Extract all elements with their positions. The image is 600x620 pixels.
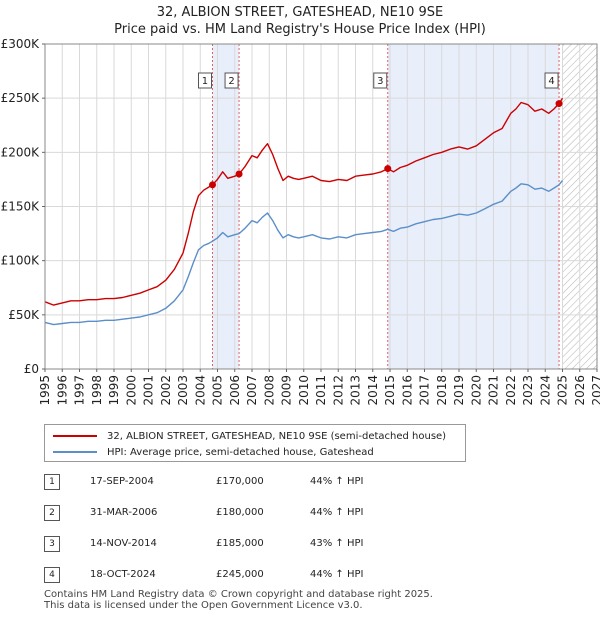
legend-item-property: 32, ALBION STREET, GATESHEAD, NE10 9SE (… [53,429,446,443]
sale-marker-box [373,72,388,89]
sale-hpi-change: 43% ↑ HPI [310,538,364,549]
sale-price: £245,000 [216,569,264,580]
y-tick-label: £150K [1,200,41,214]
x-tick-label: 1996 [55,375,69,406]
title-line-1: 32, ALBION STREET, GATESHEAD, NE10 9SE [156,5,444,20]
x-tick-label: 2014 [366,375,380,406]
sale-marker-box [224,72,239,89]
footer-line-1: Contains HM Land Registry data © Crown c… [44,589,433,600]
x-tick-label: 2022 [504,375,518,406]
footer-line-2: This data is licensed under the Open Gov… [44,600,363,611]
sale-hpi-change: 44% ↑ HPI [310,569,364,580]
x-tick-label: 2026 [573,375,587,406]
y-tick-label: £300K [1,37,41,51]
sale-price: £170,000 [216,476,264,487]
x-tick-label: 2011 [314,375,328,406]
x-tick-label: 2024 [538,375,552,406]
sale-point [208,181,216,189]
x-tick-label: 2013 [349,375,363,406]
legend: 32, ALBION STREET, GATESHEAD, NE10 9SE (… [44,424,466,462]
y-tick-label: £250K [1,91,41,105]
x-tick-label: 2005 [211,375,225,406]
legend-label-hpi: HPI: Average price, semi-detached house,… [107,446,374,458]
x-tick-label: 1995 [38,375,52,406]
sale-number-badge: 3 [44,536,60,552]
x-tick-label: 2021 [487,375,501,406]
sale-number-badge: 4 [44,567,60,583]
x-tick-label: 2027 [590,375,600,406]
x-tick-label: 2015 [383,375,397,406]
x-tick-label: 2004 [193,375,207,406]
sale-price: £180,000 [216,507,264,518]
sale-row: 3 14-NOV-2014 £185,000 43% ↑ HPI [44,536,404,554]
sale-date: 18-OCT-2024 [90,569,156,580]
sale-point [555,100,563,108]
sale-hpi-change: 44% ↑ HPI [310,507,364,518]
x-tick-label: 2017 [418,375,432,406]
x-tick-label: 2008 [262,375,276,406]
y-tick-label: £200K [1,145,41,159]
sale-row: 2 31-MAR-2006 £180,000 44% ↑ HPI [44,505,404,523]
x-tick-label: 2025 [556,375,570,406]
sale-price: £185,000 [216,538,264,549]
legend-swatch-hpi [53,451,97,453]
legend-item-hpi: HPI: Average price, semi-detached house,… [53,445,374,459]
sale-hpi-change: 44% ↑ HPI [310,476,364,487]
property-price-line [44,97,564,306]
x-tick-label: 2001 [142,375,156,406]
sale-marker-label: 3 [377,76,383,87]
y-tick-label: £50K [8,308,40,322]
x-tick-label: 2003 [176,375,190,406]
sale-marker-box [197,72,212,89]
sale-number-badge: 1 [44,474,60,490]
x-tick-label: 2016 [400,375,414,406]
chart-title: 32, ALBION STREET, GATESHEAD, NE10 9SE P… [0,4,600,38]
x-tick-label: 2018 [435,375,449,406]
hpi-line [44,180,564,326]
x-tick-label: 1999 [107,375,121,406]
x-tick-label: 2006 [228,375,242,406]
sale-point [235,170,243,178]
sale-marker-label: 4 [548,76,554,87]
legend-label-property: 32, ALBION STREET, GATESHEAD, NE10 9SE (… [107,430,447,442]
x-tick-label: 1998 [90,375,104,406]
title-line-2: Price paid vs. HM Land Registry's House … [114,22,486,37]
y-tick-label: £100K [1,254,41,268]
x-tick-label: 2010 [297,375,311,406]
sale-marker-label: 2 [228,76,234,87]
x-tick-label: 2012 [331,375,345,406]
y-tick-label: £0 [24,362,39,376]
sale-date: 14-NOV-2014 [90,538,157,549]
sale-date: 31-MAR-2006 [90,507,158,518]
price-chart: 1 2 3 4 £0 £50K £100K £150K £200K £250K £300K 1995… [1,37,600,406]
x-tick-label: 2019 [452,375,466,406]
sale-row: 4 18-OCT-2024 £245,000 44% ↑ HPI [44,567,404,585]
sale-marker-box [544,72,559,89]
x-tick-label: 2007 [245,375,259,406]
x-tick-label: 2009 [280,375,294,406]
sale-point [384,165,392,173]
x-tick-label: 2020 [469,375,483,406]
sale-marker-label: 1 [202,76,208,87]
x-tick-label: 2000 [124,375,138,406]
sale-date: 17-SEP-2004 [90,476,154,487]
x-tick-label: 2002 [159,375,173,406]
sale-row: 1 17-SEP-2004 £170,000 44% ↑ HPI [44,474,404,492]
x-tick-label: 1997 [73,375,87,406]
sale-number-badge: 2 [44,505,60,521]
x-tick-label: 2023 [521,375,535,406]
legend-swatch-property [53,435,97,437]
footer-attribution: Contains HM Land Registry data © Crown c… [44,589,433,611]
